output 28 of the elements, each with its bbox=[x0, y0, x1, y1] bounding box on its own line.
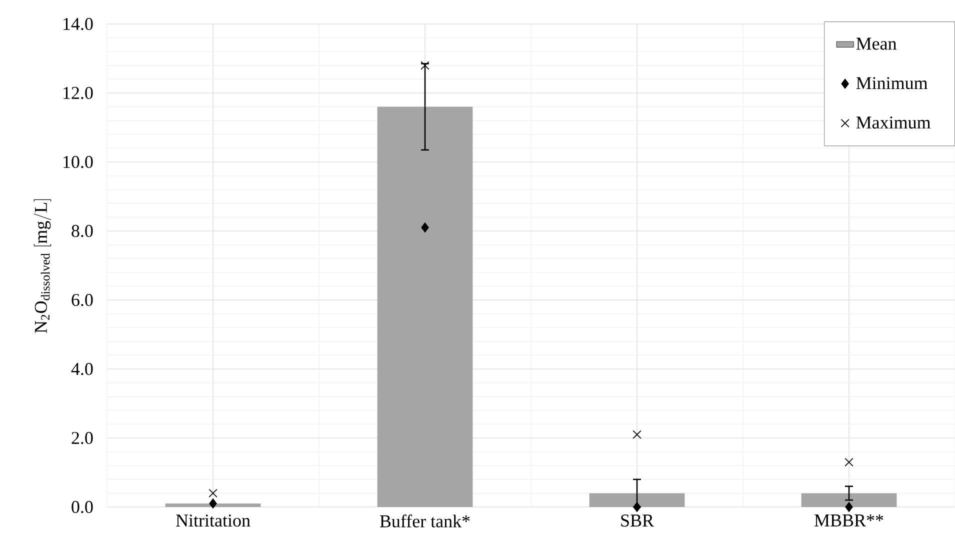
bar bbox=[801, 493, 897, 507]
legend-label: Minimum bbox=[856, 77, 928, 90]
bar bbox=[589, 493, 685, 507]
legend-label: Maximum bbox=[856, 116, 931, 129]
point bbox=[421, 222, 429, 232]
point bbox=[420, 61, 430, 70]
x-tick-label: SBR bbox=[621, 514, 654, 527]
point bbox=[208, 488, 218, 498]
point bbox=[209, 498, 217, 508]
point bbox=[844, 458, 854, 466]
legend-label: Mean bbox=[856, 38, 897, 50]
y-tick-label: 8.0 bbox=[72, 224, 93, 238]
bar bbox=[165, 504, 261, 507]
x-tick-label: Nitritation bbox=[176, 514, 250, 527]
y-axis-title: $\mathrm{N_{2}O_{dissolved}\ [mg/L]}$ bbox=[34, 199, 52, 333]
point bbox=[633, 502, 641, 512]
x-tick-label: Buffer tank* bbox=[380, 514, 470, 528]
y-tick-label: 10.0 bbox=[64, 156, 93, 168]
y-tick-label: 12.0 bbox=[64, 86, 93, 100]
y-tick-label: 6.0 bbox=[72, 294, 93, 306]
y-tick-label: 0.0 bbox=[72, 500, 93, 514]
y-tick-label: 14.0 bbox=[64, 18, 93, 30]
y-tick-label: 2.0 bbox=[72, 432, 93, 444]
y-tick-label: 4.0 bbox=[71, 362, 93, 376]
bar bbox=[377, 106, 473, 507]
x-tick-label: MBBR** bbox=[814, 514, 884, 526]
point bbox=[845, 502, 853, 512]
point bbox=[632, 430, 642, 439]
